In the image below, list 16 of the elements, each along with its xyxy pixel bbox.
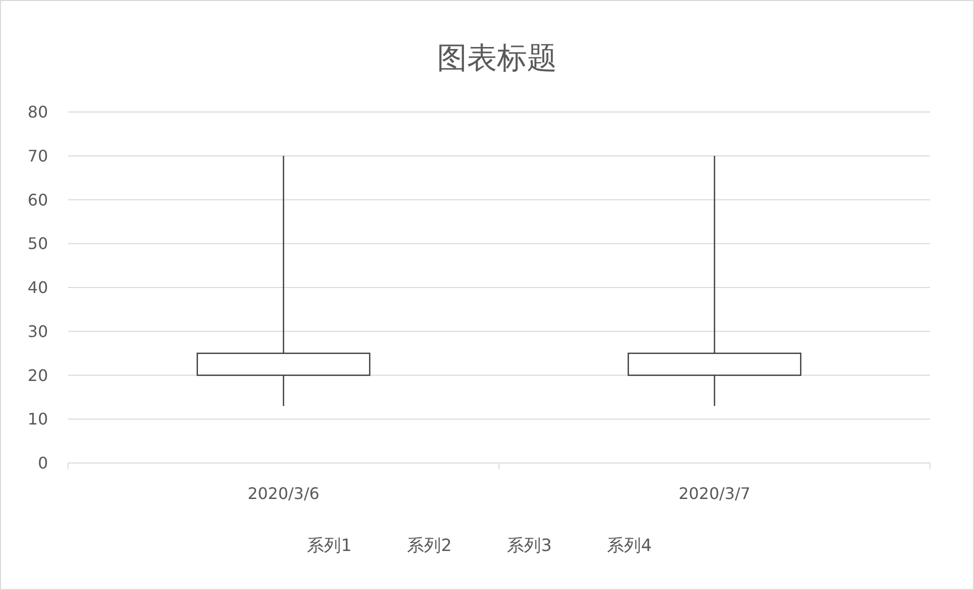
y-tick-label: 70 [28, 146, 48, 166]
text: 系列1 [307, 536, 352, 556]
x-tick-label: 2020/3/6 [248, 484, 320, 503]
y-tick-label: 10 [28, 410, 48, 429]
y-tick-label: 30 [28, 322, 48, 341]
text: 系列3 [507, 536, 552, 556]
y-tick-label: 80 [28, 102, 48, 122]
text: 系列4 [607, 536, 652, 556]
x-tick-label: 2020/3/7 [678, 484, 750, 503]
y-tick-label: 60 [28, 190, 48, 210]
text: 系列2 [407, 536, 452, 556]
y-tick-label: 20 [28, 366, 48, 385]
y-tick-label: 0 [38, 454, 48, 473]
y-tick-label: 40 [28, 278, 48, 298]
chart-title: 图表标题 [437, 41, 557, 76]
y-tick-label: 50 [28, 234, 48, 254]
